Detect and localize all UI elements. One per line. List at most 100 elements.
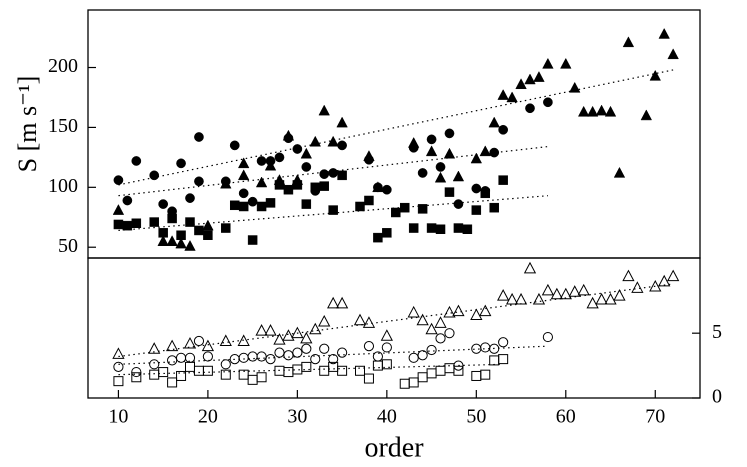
triangle-marker	[336, 116, 348, 128]
triangle-marker	[569, 81, 581, 93]
square-marker	[256, 201, 267, 212]
triangle-marker	[515, 78, 527, 90]
square-marker	[247, 374, 258, 385]
square-marker	[283, 184, 294, 195]
triangle-marker	[291, 326, 304, 339]
triangle-marker	[506, 91, 518, 103]
triangle-marker	[658, 27, 670, 39]
square-marker	[149, 217, 159, 227]
circle-marker	[480, 342, 491, 353]
triangle-marker	[560, 57, 572, 69]
square-marker	[158, 228, 168, 238]
triangle-marker	[452, 304, 465, 317]
square-marker	[194, 225, 204, 236]
circle-marker	[292, 144, 303, 154]
square-marker	[283, 367, 294, 378]
triangle-marker	[416, 313, 429, 326]
square-marker	[399, 378, 410, 389]
square-marker	[149, 369, 160, 380]
triangle-marker	[479, 304, 492, 317]
circle-marker	[238, 188, 249, 199]
square-marker	[426, 223, 437, 233]
square-marker	[202, 365, 213, 376]
circle-marker	[256, 351, 267, 362]
triangle-marker	[622, 36, 635, 48]
square-marker	[131, 372, 142, 383]
circle-marker	[328, 354, 339, 365]
circle-marker	[131, 366, 142, 378]
y-tick-label: 150	[48, 115, 78, 137]
x-tick-label: 30	[287, 406, 307, 428]
square-marker	[498, 354, 509, 365]
circle-marker	[381, 342, 392, 353]
circle-marker	[149, 170, 160, 181]
triangle-marker	[309, 322, 322, 335]
square-marker	[462, 224, 473, 234]
square-marker	[444, 363, 455, 374]
square-marker	[310, 182, 321, 193]
y-tick-label: 100	[48, 175, 78, 197]
trend-line	[118, 195, 548, 232]
triangle-marker	[550, 287, 563, 300]
square-marker	[381, 359, 392, 370]
circle-marker	[471, 183, 482, 194]
triangle-marker	[237, 169, 250, 181]
triangle-marker	[667, 269, 680, 282]
triangle-marker	[443, 305, 456, 318]
triangle-marker	[586, 296, 599, 309]
circle-marker	[158, 199, 169, 209]
circle-marker	[220, 359, 231, 370]
triangle-marker	[434, 316, 447, 328]
circle-marker	[417, 168, 428, 178]
triangle-marker	[649, 279, 662, 292]
square-marker	[220, 369, 231, 380]
square-marker	[408, 223, 419, 233]
triangle-marker	[165, 339, 179, 352]
y-tick-label: 50	[58, 235, 78, 257]
square-marker	[417, 372, 428, 383]
square-marker	[391, 207, 401, 218]
triangle-marker	[586, 105, 599, 117]
triangle-marker	[658, 274, 671, 287]
circle-marker	[194, 176, 204, 187]
circle-marker	[220, 176, 231, 187]
circle-marker	[498, 337, 509, 348]
square-marker	[328, 205, 338, 215]
square-marker	[480, 188, 491, 199]
triangle-marker	[470, 152, 483, 164]
triangle-marker	[533, 71, 545, 82]
triangle-marker	[577, 283, 590, 296]
triangle-marker	[497, 289, 510, 301]
triangle-marker	[407, 305, 420, 318]
triangle-marker	[264, 324, 277, 336]
circle-marker	[408, 352, 419, 363]
square-marker	[453, 223, 464, 233]
circle-marker	[489, 147, 500, 158]
triangle-marker	[327, 296, 340, 309]
square-marker	[408, 377, 419, 388]
plot-frame	[87, 9, 701, 259]
circle-marker	[444, 328, 455, 339]
square-marker	[337, 170, 347, 181]
triangle-marker	[380, 329, 393, 341]
circle-marker	[301, 343, 312, 354]
triangle-marker	[318, 104, 330, 116]
triangle-marker	[425, 145, 438, 157]
triangle-marker	[425, 322, 438, 335]
triangle-marker	[353, 313, 367, 326]
x-tick-label: 50	[466, 406, 486, 428]
circle-marker	[194, 132, 204, 142]
circle-marker	[381, 184, 392, 195]
square-marker	[238, 369, 249, 380]
square-marker	[176, 230, 186, 240]
square-marker	[122, 220, 133, 231]
triangle-marker	[362, 316, 376, 328]
square-marker	[247, 235, 258, 245]
square-marker	[167, 213, 177, 224]
circle-marker	[167, 355, 178, 366]
triangle-marker	[318, 314, 331, 327]
circle-marker	[184, 352, 196, 363]
triangle-marker	[542, 57, 554, 69]
x-tick-label: 40	[377, 406, 397, 428]
circle-marker	[229, 140, 240, 151]
